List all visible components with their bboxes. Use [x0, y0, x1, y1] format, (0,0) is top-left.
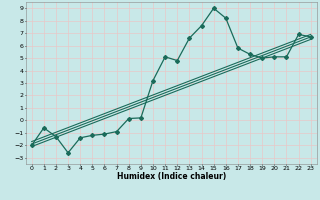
- X-axis label: Humidex (Indice chaleur): Humidex (Indice chaleur): [116, 172, 226, 181]
